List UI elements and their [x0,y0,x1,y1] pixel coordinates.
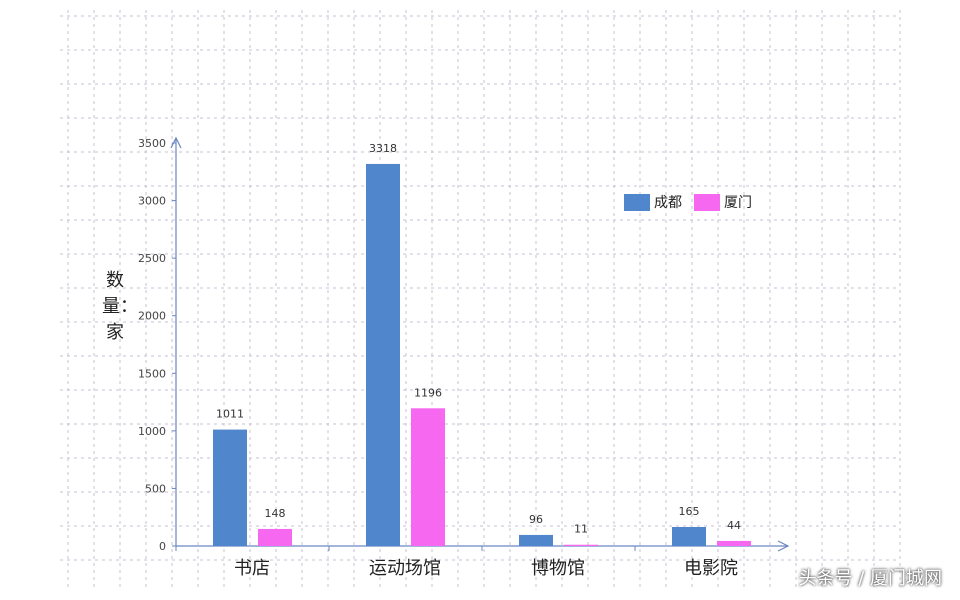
y-tick-label: 3500 [138,137,166,150]
legend-swatch [624,194,650,211]
y-axis-arrow [170,136,182,149]
data-label: 1011 [216,408,244,421]
legend-entry: 成都 [654,195,682,211]
x-category-label: 书店 [234,558,270,579]
legend-swatch [694,194,720,211]
bar-xiamen [717,540,751,546]
y-tick-label: 500 [145,482,166,495]
data-label: 44 [727,519,741,532]
data-labels: 1011 148 3318 1196 96 11 165 44 [216,142,741,536]
y-axis-ticks: 0 500 1000 1500 2000 2500 3000 3500 [138,137,176,553]
bar-xiamen [564,544,598,546]
x-category-label: 电影院 [684,558,738,579]
bar-chengdu [213,429,247,546]
watermark: 头条号 / 厦门城网 [798,568,942,589]
y-tick-label: 3000 [138,195,166,208]
y-tick-label: 0 [159,540,166,553]
data-label: 11 [574,523,588,536]
legend-entry: 厦门 [724,195,752,211]
x-category-label: 博物馆 [531,558,585,579]
grid-lines [60,10,901,590]
data-label: 1196 [414,386,442,399]
y-tick-label: 2000 [138,310,166,323]
x-axis-labels: 书店 运动场馆 博物馆 电影院 [234,558,738,579]
data-label: 3318 [369,142,397,155]
y-axis-title: 数量：家 [102,270,138,343]
bar-xiamen [411,408,445,546]
data-label: 96 [529,513,543,526]
y-tick-label: 1000 [138,425,166,438]
bar-chengdu [672,527,706,546]
data-label: 165 [679,505,700,518]
bar-chengdu [366,163,400,546]
x-category-label: 运动场馆 [369,558,441,579]
bar-chengdu [519,534,553,546]
y-tick-label: 2500 [138,252,166,265]
y-tick-label: 1500 [138,367,166,380]
legend: 成都 厦门 [624,194,752,211]
bar-xiamen [258,528,292,546]
x-axis-arrow [777,540,790,552]
bars [213,163,751,546]
data-label: 148 [265,507,286,520]
